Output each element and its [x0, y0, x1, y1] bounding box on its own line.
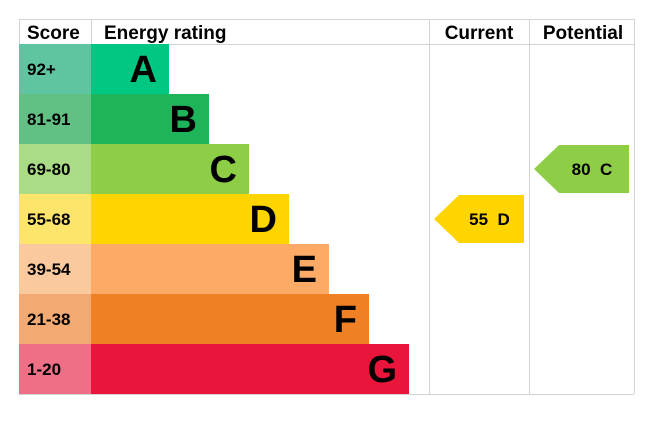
energy-rating-header: Energy rating — [104, 23, 226, 44]
band-row-e: 39-54 E — [19, 244, 329, 294]
band-row-a: 92+ A — [19, 44, 169, 94]
band-letter-label: D — [250, 199, 277, 241]
band-letter-label: B — [170, 99, 197, 141]
current-rating-arrow: 55 D — [434, 195, 524, 243]
potential-header: Potential — [543, 23, 623, 44]
score-range-label: 21-38 — [27, 310, 70, 329]
band-row-f: 21-38 F — [19, 294, 369, 344]
score-cell-a — [19, 44, 91, 94]
score-range-label: 92+ — [27, 60, 56, 79]
potential-rating-arrow-shape — [534, 145, 629, 193]
column-headers: Score Energy rating Current Potential — [27, 23, 623, 44]
potential-rating-arrow-label: 80 C — [572, 160, 613, 179]
score-range-label: 1-20 — [27, 360, 61, 379]
band-bar-e — [91, 244, 329, 294]
band-bar-d — [91, 194, 289, 244]
current-rating-arrow-shape — [434, 195, 524, 243]
score-range-label: 55-68 — [27, 210, 70, 229]
band-row-b: 81-91 B — [19, 94, 209, 144]
score-cell-e — [19, 244, 91, 294]
band-bar-g — [91, 344, 409, 394]
score-range-label: 69-80 — [27, 160, 70, 179]
band-bar-c — [91, 144, 249, 194]
band-letter-label: G — [367, 349, 397, 391]
rating-bands: 92+ A 81-91 B 69-80 C 55-68 D 39-54 E 21-38 F 1-20 G — [19, 44, 409, 394]
band-bar-a — [91, 44, 169, 94]
score-cell-f — [19, 294, 91, 344]
score-cell-c — [19, 144, 91, 194]
band-letter-label: C — [210, 149, 237, 191]
band-bar-f — [91, 294, 369, 344]
score-cell-g — [19, 344, 91, 394]
band-letter-label: E — [292, 249, 317, 291]
band-letter-label: A — [130, 49, 157, 91]
band-row-d: 55-68 D — [19, 194, 289, 244]
band-bar-b — [91, 94, 209, 144]
score-cell-b — [19, 94, 91, 144]
band-row-c: 69-80 C — [19, 144, 249, 194]
current-header: Current — [445, 23, 514, 44]
score-range-label: 39-54 — [27, 260, 71, 279]
score-range-label: 81-91 — [27, 110, 70, 129]
rating-arrows: 55 D 80 C — [434, 145, 629, 243]
band-row-g: 1-20 G — [19, 344, 409, 394]
potential-rating-arrow: 80 C — [534, 145, 629, 193]
band-letter-label: F — [334, 299, 357, 341]
score-header: Score — [27, 23, 80, 44]
current-rating-arrow-label: 55 D — [469, 210, 510, 229]
score-cell-d — [19, 194, 91, 244]
